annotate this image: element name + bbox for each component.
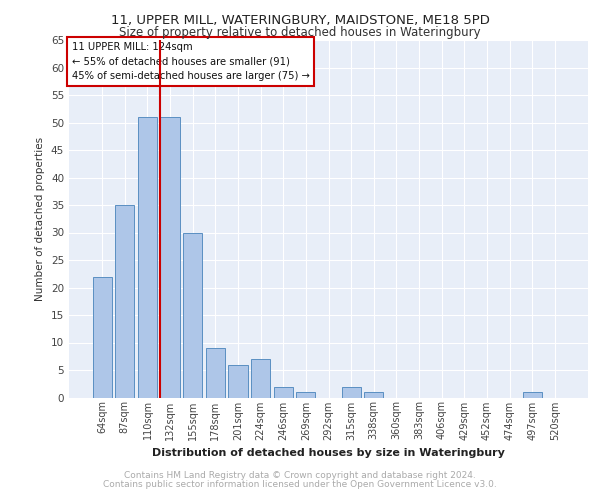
Bar: [274, 386, 293, 398]
Bar: [115, 205, 134, 398]
Y-axis label: Number of detached properties: Number of detached properties: [35, 136, 46, 301]
Bar: [92, 276, 112, 398]
Text: Size of property relative to detached houses in Wateringbury: Size of property relative to detached ho…: [119, 26, 481, 39]
Bar: [229, 364, 248, 398]
Bar: [251, 359, 270, 398]
Bar: [183, 232, 202, 398]
Text: 11, UPPER MILL, WATERINGBURY, MAIDSTONE, ME18 5PD: 11, UPPER MILL, WATERINGBURY, MAIDSTONE,…: [110, 14, 490, 27]
Text: Contains HM Land Registry data © Crown copyright and database right 2024.: Contains HM Land Registry data © Crown c…: [124, 471, 476, 480]
Bar: [341, 386, 361, 398]
Bar: [138, 117, 157, 398]
Text: 11 UPPER MILL: 124sqm
← 55% of detached houses are smaller (91)
45% of semi-deta: 11 UPPER MILL: 124sqm ← 55% of detached …: [71, 42, 310, 82]
X-axis label: Distribution of detached houses by size in Wateringbury: Distribution of detached houses by size …: [152, 448, 505, 458]
Bar: [296, 392, 316, 398]
Bar: [364, 392, 383, 398]
Bar: [523, 392, 542, 398]
Bar: [160, 117, 180, 398]
Text: Contains public sector information licensed under the Open Government Licence v3: Contains public sector information licen…: [103, 480, 497, 489]
Bar: [206, 348, 225, 398]
